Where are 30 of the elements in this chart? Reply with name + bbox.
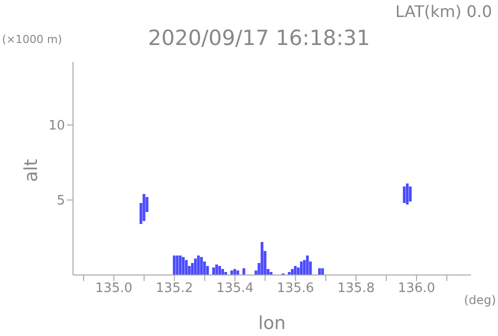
y-axis-title: alt xyxy=(21,158,42,182)
bar xyxy=(194,258,197,275)
bar xyxy=(172,256,176,275)
bar xyxy=(197,256,200,275)
x-tick-label: 136.0 xyxy=(398,281,436,296)
x-tick-label: 135.8 xyxy=(337,281,375,296)
bar xyxy=(306,256,309,275)
y-tick-label: 5 xyxy=(56,194,65,209)
bar xyxy=(270,272,272,275)
x-axis-title: lon xyxy=(257,313,287,334)
y-tick-label: 10 xyxy=(48,118,65,134)
chart-subtitle: LAT(km) 0.0 xyxy=(395,2,492,21)
bar xyxy=(260,242,264,275)
x-tick-label: 135.2 xyxy=(156,281,193,296)
bar xyxy=(200,257,203,275)
bar xyxy=(178,256,182,275)
bar xyxy=(406,184,409,204)
text: (deg) xyxy=(464,293,496,307)
bar xyxy=(321,268,324,275)
chart-title: 2020/09/17 16:18:31 xyxy=(148,26,370,50)
bar xyxy=(176,256,179,275)
x-tick-label: 135.0 xyxy=(95,281,132,296)
text: (×1000 m) xyxy=(2,33,62,46)
bar xyxy=(402,186,406,203)
x-tick-label: 135.4 xyxy=(216,281,254,296)
bar xyxy=(142,194,146,221)
bar xyxy=(408,186,412,202)
x-tick-label: 135.6 xyxy=(276,281,314,296)
bar xyxy=(318,268,321,275)
bar xyxy=(212,268,215,275)
